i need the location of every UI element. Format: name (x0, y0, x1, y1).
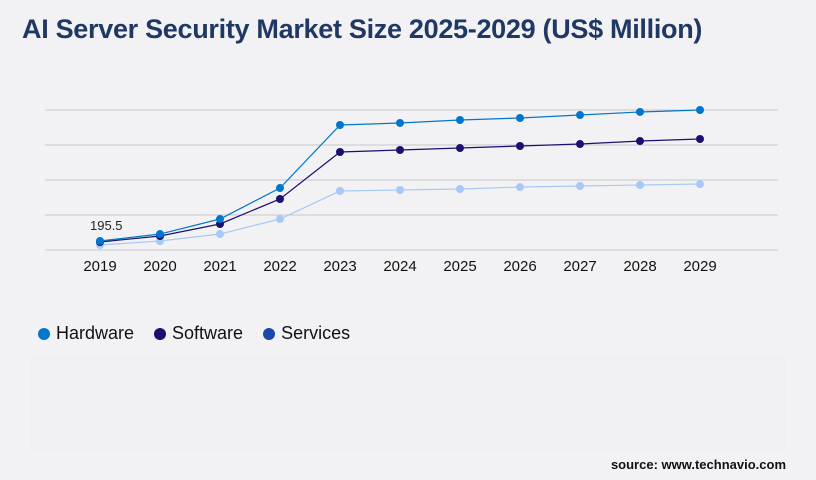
data-point-software[interactable] (576, 140, 584, 149)
data-point-services[interactable] (276, 215, 284, 224)
data-point-hardware[interactable] (396, 118, 404, 127)
data-point-software[interactable] (696, 135, 704, 144)
data-point-services[interactable] (516, 183, 524, 192)
data-point-hardware[interactable] (336, 121, 344, 130)
legend-label: Software (172, 323, 244, 343)
legend-dot-icon (154, 327, 167, 340)
series-line-hardware (99, 109, 701, 242)
x-tick-label: 2027 (563, 258, 596, 275)
legend-panel (30, 355, 786, 450)
data-point-software[interactable] (276, 194, 284, 203)
legend-item-hardware[interactable]: Hardware (38, 323, 134, 344)
data-point-services[interactable] (696, 180, 704, 189)
x-tick-label: 2022 (263, 258, 296, 275)
data-point-services[interactable] (576, 182, 584, 191)
data-point-services[interactable] (456, 185, 464, 194)
legend-label: Services (281, 323, 351, 343)
x-tick-label: 2028 (623, 258, 656, 275)
data-point-software[interactable] (516, 142, 524, 151)
data-point-services[interactable] (216, 230, 224, 239)
data-point-software[interactable] (336, 147, 344, 156)
legend-dot-icon (263, 327, 276, 340)
legend-item-services[interactable]: Services (263, 323, 350, 344)
x-tick-label: 2025 (443, 258, 476, 275)
data-point-services[interactable] (336, 186, 344, 195)
x-tick-label: 2023 (323, 258, 356, 275)
data-point-hardware[interactable] (576, 111, 584, 120)
data-point-hardware[interactable] (636, 107, 644, 116)
x-tick-label: 2021 (203, 258, 236, 275)
data-point-software[interactable] (636, 137, 644, 146)
data-point-hardware[interactable] (96, 236, 104, 245)
data-point-hardware[interactable] (216, 215, 224, 224)
data-point-software[interactable] (396, 146, 404, 155)
chart-title: AI Server Security Market Size 2025-2029… (22, 14, 703, 44)
data-point-services[interactable] (636, 180, 644, 189)
legend-item-software[interactable]: Software (154, 323, 243, 344)
x-tick-label: 2019 (83, 258, 116, 275)
source-note: source: www.technavio.com (610, 457, 786, 472)
legend-label: Hardware (56, 323, 135, 343)
data-label: 195.5 (90, 218, 123, 233)
data-point-hardware[interactable] (276, 183, 284, 192)
x-tick-label: 2026 (503, 258, 536, 275)
data-point-software[interactable] (456, 144, 464, 153)
data-point-hardware[interactable] (456, 115, 464, 124)
data-point-hardware[interactable] (156, 230, 164, 239)
data-point-hardware[interactable] (516, 114, 524, 123)
legend: Hardware Software Services (38, 323, 350, 344)
x-tick-label: 2020 (143, 258, 176, 275)
x-tick-label: 2029 (683, 258, 716, 275)
x-tick-label: 2024 (383, 258, 416, 275)
data-point-services[interactable] (396, 186, 404, 195)
legend-dot-icon (38, 327, 50, 340)
line-chart: 2019 2020 2021 2022 2023 2024 2025 2026 2027 2028… (45, 106, 778, 275)
data-point-hardware[interactable] (696, 106, 704, 114)
